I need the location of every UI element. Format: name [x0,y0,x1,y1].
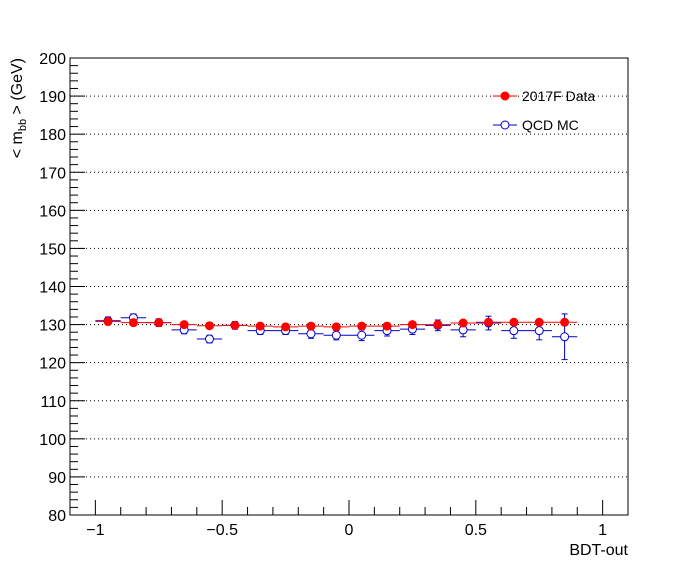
data-point [154,318,164,328]
data-point [255,321,265,331]
data-point [103,317,113,327]
y-axis-title-suffix: > (GeV) [9,58,26,119]
y-tick-label: 170 [39,165,66,182]
data-point [306,321,316,331]
y-tick-label: 80 [48,508,66,525]
y-tick-label: 180 [39,127,66,144]
data-point [357,330,367,340]
data-point [458,318,468,328]
data-point [407,320,417,330]
y-tick-label: 120 [39,356,66,373]
data-point [433,320,443,330]
legend-label: QCD MC [522,117,579,133]
data-point [484,317,493,327]
data-point [128,318,138,328]
data-point [560,332,570,342]
data-point [230,320,240,330]
data-point [509,317,519,327]
data-point [205,334,214,344]
legend-label: 2017F Data [522,88,595,104]
data-point [509,326,519,336]
data-point [534,326,544,336]
series-group [95,313,578,361]
y-axis: 80 90 100 110 120 130 140 150 160 170 180 190 200 [39,51,85,525]
x-tick-label: −0.5 [206,522,238,539]
y-tick-label: 200 [39,51,66,68]
x-axis-title: BDT-out [569,542,628,559]
x-axis: −1 −0.5 0 0.5 1 [69,500,629,539]
x-tick-label: 0 [345,522,354,539]
y-tick-label: 140 [39,280,66,297]
y-tick-label: 110 [40,394,66,411]
data-point [534,317,544,327]
legend: 2017F Data QCD MC [493,88,595,133]
data-point [281,322,291,332]
data-point [331,330,341,340]
y-axis-title-subscript: bb [17,119,29,131]
data-point [560,317,570,327]
y-tick-label: 100 [39,432,66,449]
grid [70,95,628,478]
y-tick-label: 90 [48,470,66,487]
x-tick-label: 0.5 [465,522,487,539]
legend-marker [500,120,510,130]
y-axis-title-prefix: < m [9,131,26,158]
data-point [382,321,392,331]
data-point [331,322,341,332]
data-point [357,321,367,331]
data-point [306,329,316,339]
y-tick-label: 150 [39,241,66,258]
x-tick-label: 1 [598,522,607,539]
data-point [179,320,189,330]
y-tick-label: 190 [39,89,66,106]
y-tick-label: 160 [39,203,66,220]
data-point [205,321,214,331]
y-tick-label: 130 [39,318,66,335]
x-tick-label: −1 [86,522,104,539]
y-axis-title: < mbb > (GeV) [9,58,29,158]
series-data [95,317,578,332]
legend-marker [500,91,510,101]
